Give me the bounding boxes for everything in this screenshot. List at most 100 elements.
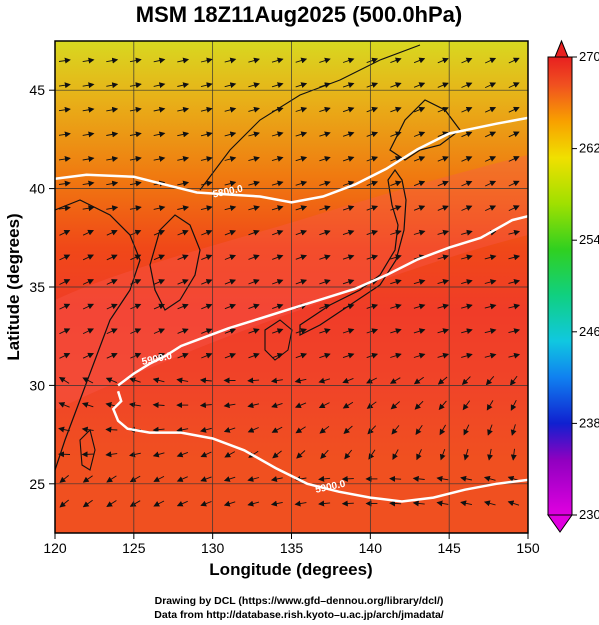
contour-line-1 <box>55 116 528 204</box>
x-tick-label-120: 120 <box>43 540 67 556</box>
wind-arrow-193 <box>342 279 355 285</box>
wind-arrow-84 <box>129 156 142 162</box>
wind-arrow-342 <box>82 475 93 483</box>
wind-arrow-12 <box>319 57 331 64</box>
colorbar-bottom-triangle <box>547 514 573 533</box>
wind-arrow-95 <box>390 156 402 162</box>
wind-arrow-173 <box>342 254 355 261</box>
wind-arrow-177 <box>437 254 450 261</box>
wind-arrow-53 <box>342 106 355 113</box>
wind-arrow-344 <box>129 475 141 483</box>
wind-arrow-357 <box>436 475 449 482</box>
wind-arrow-135 <box>390 205 402 211</box>
wind-arrow-10 <box>271 57 284 64</box>
x-tick-label-130: 130 <box>201 540 225 556</box>
wind-arrow-35 <box>390 82 402 88</box>
wind-arrow-161 <box>59 254 71 261</box>
wind-arrow-270 <box>270 377 283 384</box>
wind-arrow-27 <box>200 82 213 89</box>
y-axis-title: Latitude (degrees) <box>4 213 23 360</box>
wind-arrow-276 <box>413 376 424 385</box>
wind-arrow-134 <box>366 205 379 211</box>
wind-arrow-230 <box>272 328 284 334</box>
wind-arrow-148 <box>224 229 237 236</box>
wind-arrow-271 <box>294 377 307 384</box>
wind-arrow-11 <box>295 57 308 64</box>
wind-arrow-59 <box>485 106 497 113</box>
wind-arrow-353 <box>341 475 354 482</box>
wind-arrow-301 <box>58 426 70 433</box>
wind-arrow-208 <box>224 303 237 310</box>
wind-arrow-117 <box>437 180 449 187</box>
wind-arrow-362 <box>82 499 93 508</box>
wind-arrow-16 <box>413 57 426 64</box>
wind-arrow-275 <box>389 377 401 384</box>
wind-arrow-18 <box>461 57 473 64</box>
wind-arrow-45 <box>153 106 166 113</box>
wind-arrow-256 <box>413 352 426 359</box>
wind-arrow-145 <box>153 229 166 236</box>
wind-arrow-372 <box>318 500 331 507</box>
wind-arrow-311 <box>295 426 306 434</box>
wind-arrow-285 <box>152 402 165 409</box>
wind-arrow-364 <box>129 500 141 507</box>
wind-arrow-85 <box>153 156 166 162</box>
colorbar-label-254: 254 <box>579 232 599 247</box>
wind-arrow-68 <box>224 131 237 138</box>
wind-arrow-220 <box>508 303 521 310</box>
wind-arrow-229 <box>248 328 260 334</box>
wind-arrow-191 <box>295 279 308 285</box>
wind-arrow-338 <box>463 448 470 461</box>
wind-arrow-333 <box>344 449 353 460</box>
wind-arrow-170 <box>272 254 284 261</box>
wind-arrow-253 <box>342 352 355 359</box>
wind-arrow-90 <box>271 156 284 162</box>
wind-arrow-139 <box>485 205 497 212</box>
wind-arrow-54 <box>366 106 379 113</box>
wind-arrow-260 <box>508 352 521 359</box>
wind-arrow-257 <box>437 352 450 359</box>
wind-arrow-221 <box>59 328 71 335</box>
wind-arrow-130 <box>271 205 284 211</box>
wind-arrow-107 <box>200 180 213 187</box>
wind-arrow-290 <box>271 402 283 409</box>
x-axis: 120 125 130 135 140 145 150 <box>43 533 540 556</box>
wind-arrow-326 <box>176 451 189 458</box>
wind-arrow-119 <box>485 180 497 187</box>
wind-arrow-218 <box>461 303 473 310</box>
wind-arrow-1 <box>58 57 71 64</box>
wind-arrow-288 <box>223 402 236 409</box>
wind-arrow-267 <box>199 377 212 384</box>
y-tick-label-40: 40 <box>29 181 45 197</box>
wind-arrow-243 <box>106 352 118 359</box>
wind-arrow-366 <box>176 500 188 507</box>
wind-arrow-328 <box>224 451 236 458</box>
wind-arrow-375 <box>389 500 402 507</box>
wind-arrow-108 <box>224 180 237 187</box>
wind-arrow-325 <box>152 451 165 458</box>
wind-arrow-76 <box>413 131 426 138</box>
wind-arrow-48 <box>224 106 237 113</box>
wind-arrow-197 <box>437 279 450 285</box>
wind-arrow-363 <box>106 500 117 508</box>
wind-arrow-57 <box>437 106 449 113</box>
wind-arrow-336 <box>416 449 422 461</box>
wind-arrow-367 <box>200 500 212 507</box>
wind-arrow-122 <box>82 205 95 212</box>
wind-arrow-206 <box>177 303 189 310</box>
wind-arrow-294 <box>366 401 377 409</box>
colorbar-top-triangle <box>554 39 569 58</box>
wind-arrow-272 <box>318 377 331 384</box>
colorbar: 230 238 246 254 262 270 <box>547 39 599 533</box>
wind-arrow-198 <box>461 279 473 285</box>
wind-arrow-200 <box>508 279 521 285</box>
wind-arrow-261 <box>58 376 70 384</box>
wind-arrow-334 <box>368 449 376 460</box>
wind-arrow-109 <box>248 180 260 187</box>
wind-arrow-319 <box>487 424 493 436</box>
wind-arrow-216 <box>413 303 426 310</box>
wind-arrow-332 <box>320 449 329 460</box>
wind-arrow-160 <box>508 229 521 236</box>
wind-arrow-299 <box>486 400 494 411</box>
mainland-coast <box>55 199 141 471</box>
